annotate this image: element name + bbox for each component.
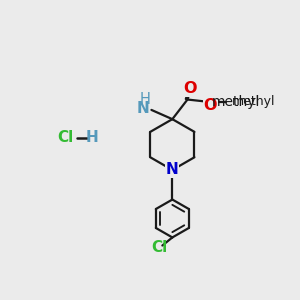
Text: H: H	[140, 92, 151, 106]
Text: Cl: Cl	[57, 130, 74, 145]
Text: N: N	[166, 163, 179, 178]
Text: methyl: methyl	[232, 94, 276, 108]
Text: methyl: methyl	[212, 95, 260, 109]
Text: N: N	[137, 101, 150, 116]
Text: O: O	[203, 98, 217, 113]
Text: O: O	[183, 81, 196, 96]
Text: Cl: Cl	[152, 240, 168, 255]
Text: H: H	[86, 130, 98, 145]
